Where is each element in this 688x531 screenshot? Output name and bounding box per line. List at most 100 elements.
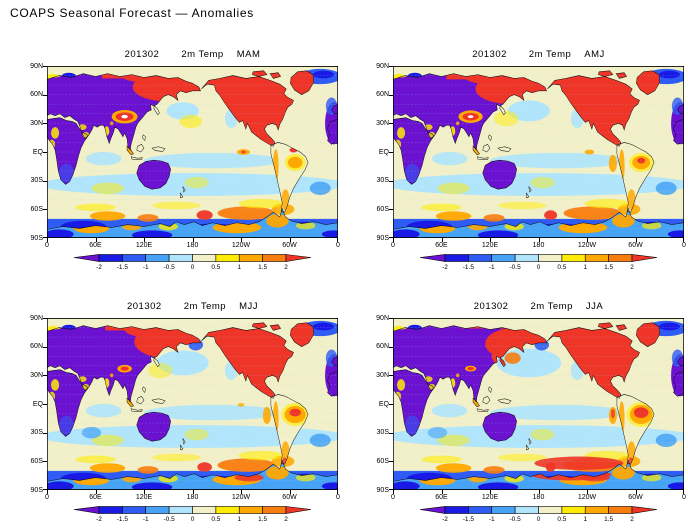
- svg-text:1.5: 1.5: [604, 264, 613, 271]
- x-axis-tick: [95, 490, 97, 494]
- x-axis-tick-label: 60E: [435, 242, 448, 249]
- y-axis-tick-label: EQ: [32, 148, 43, 156]
- svg-text:0.5: 0.5: [211, 516, 220, 523]
- x-axis-tick-label: 60E: [89, 242, 102, 249]
- svg-text:-2: -2: [442, 264, 448, 271]
- panel-title: 201302 2m Temp JJA: [393, 301, 684, 312]
- x-axis-tick: [144, 490, 145, 494]
- svg-text:1.5: 1.5: [604, 516, 613, 523]
- y-axis-tick-label: 90N: [376, 314, 389, 322]
- y-axis-tick-label: 90S: [376, 234, 389, 242]
- y-axis-tick: [389, 66, 393, 67]
- x-axis-tick-label: 0: [336, 494, 340, 501]
- y-axis-tick: [389, 209, 393, 211]
- x-axis-tick: [635, 238, 637, 242]
- x-axis-tick-label: 0: [45, 242, 49, 249]
- y-axis-tick-label: 60S: [30, 457, 43, 465]
- y-axis-tick: [389, 461, 393, 463]
- y-axis-tick: [43, 209, 47, 211]
- x-axis-tick: [337, 490, 338, 494]
- colorbar: -2 -1.5 -1 -0.5 0 0.5 1 1.5 2: [420, 254, 657, 271]
- y-axis-tick-label: EQ: [378, 400, 389, 408]
- y-axis-tick: [43, 94, 47, 96]
- y-axis-tick: [43, 432, 47, 434]
- y-axis-tick: [389, 404, 393, 405]
- x-axis-tick: [144, 238, 145, 242]
- x-axis-tick-label: 60W: [628, 494, 643, 501]
- svg-text:-1: -1: [489, 516, 495, 523]
- y-axis-tick-label: 60S: [30, 205, 43, 213]
- x-axis-tick: [393, 490, 394, 494]
- x-axis-tick: [337, 238, 338, 242]
- x-axis-tick-label: 60W: [282, 494, 297, 501]
- x-axis-tick: [47, 238, 48, 242]
- x-axis-tick: [635, 490, 637, 494]
- y-axis-tick: [389, 152, 393, 153]
- y-axis-tick-label: 60N: [30, 91, 43, 99]
- x-axis-tick-label: 60E: [435, 494, 448, 501]
- x-axis-tick-label: 180: [186, 242, 199, 249]
- x-axis-tick-label: 180: [532, 242, 545, 249]
- x-axis-tick-label: 0: [682, 242, 686, 249]
- panel-title-variable: 2m Temp: [528, 49, 572, 60]
- panel-title-date: 201302: [472, 49, 507, 60]
- y-axis-tick-label: 60N: [376, 91, 389, 99]
- x-axis-tick: [538, 490, 540, 494]
- y-axis-tick: [43, 489, 47, 490]
- svg-text:-1.5: -1.5: [117, 264, 129, 271]
- svg-text:1: 1: [583, 264, 587, 271]
- y-axis-tick: [389, 318, 393, 319]
- x-axis-tick-label: 60W: [282, 242, 297, 249]
- y-axis-tick-label: 30N: [30, 119, 43, 127]
- svg-text:2: 2: [630, 516, 634, 523]
- colorbar-amj: -2 -1.5 -1 -0.5 0 0.5 1 1.5 2: [420, 254, 657, 271]
- y-axis-tick-label: 90S: [376, 486, 389, 494]
- x-axis-tick: [192, 490, 194, 494]
- svg-text:1: 1: [237, 264, 241, 271]
- y-axis-tick-label: 60S: [376, 457, 389, 465]
- y-axis-tick: [43, 375, 47, 377]
- svg-text:-2: -2: [442, 516, 448, 523]
- y-axis-tick: [43, 404, 47, 405]
- svg-text:0.5: 0.5: [557, 264, 566, 271]
- colorbar-mjj: -2 -1.5 -1 -0.5 0 0.5 1 1.5 2: [74, 506, 311, 523]
- colorbar-jja: -2 -1.5 -1 -0.5 0 0.5 1 1.5 2: [420, 506, 657, 523]
- panel-title-season: JJA: [585, 301, 604, 312]
- y-axis-tick-label: 30N: [30, 371, 43, 379]
- x-axis-tick-label: 0: [682, 494, 686, 501]
- svg-text:0: 0: [191, 264, 195, 271]
- panel-title: 201302 2m Temp AMJ: [393, 49, 684, 60]
- x-axis-tick: [441, 238, 443, 242]
- svg-text:1.5: 1.5: [258, 264, 267, 271]
- svg-text:-1.5: -1.5: [463, 516, 475, 523]
- y-axis-tick-label: EQ: [32, 400, 43, 408]
- svg-text:-1: -1: [489, 264, 495, 271]
- x-axis-tick: [47, 490, 48, 494]
- colorbar: -2 -1.5 -1 -0.5 0 0.5 1 1.5 2: [74, 506, 311, 523]
- svg-text:2: 2: [284, 264, 288, 271]
- y-axis-tick: [43, 461, 47, 463]
- page-title: COAPS Seasonal Forecast — Anomalies: [10, 6, 254, 20]
- y-axis-tick: [43, 237, 47, 238]
- svg-text:0: 0: [537, 264, 541, 271]
- y-axis-tick: [389, 94, 393, 96]
- x-axis-tick: [683, 238, 684, 242]
- x-axis-tick-label: 120E: [481, 494, 499, 501]
- colorbar: -2 -1.5 -1 -0.5 0 0.5 1 1.5 2: [74, 254, 311, 271]
- x-axis-tick: [241, 490, 242, 494]
- svg-text:-2: -2: [96, 264, 102, 271]
- x-axis-tick: [490, 490, 491, 494]
- y-axis-tick: [43, 152, 47, 153]
- panel-title-variable: 2m Temp: [181, 49, 224, 60]
- x-axis-tick-label: 120W: [577, 242, 597, 249]
- panel-title: 201302 2m Temp MJJ: [47, 301, 338, 312]
- svg-text:2: 2: [284, 516, 288, 523]
- x-axis-tick: [587, 490, 588, 494]
- x-axis-tick-label: 60W: [628, 242, 643, 249]
- svg-text:-0.5: -0.5: [510, 516, 522, 523]
- x-axis-tick-label: 180: [532, 494, 545, 501]
- svg-text:-1: -1: [143, 516, 149, 523]
- y-axis-tick-label: EQ: [378, 148, 389, 156]
- svg-text:-0.5: -0.5: [164, 516, 176, 523]
